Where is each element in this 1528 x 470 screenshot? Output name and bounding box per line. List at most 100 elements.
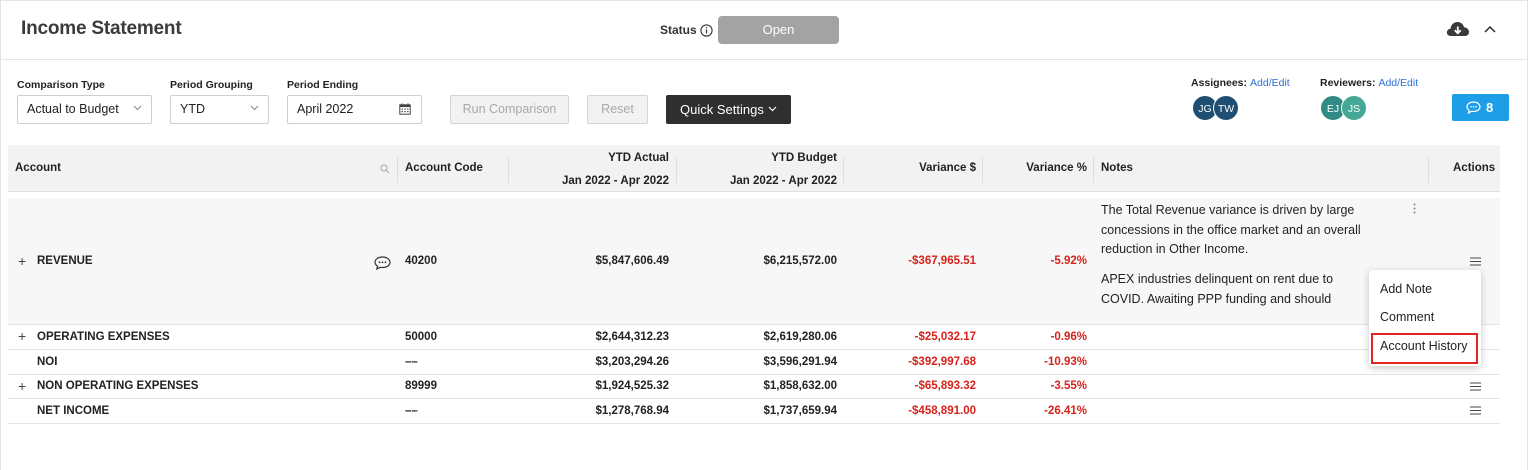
run-comparison-button[interactable]: Run Comparison bbox=[450, 95, 569, 124]
expand-icon[interactable]: + bbox=[18, 328, 27, 344]
variance-dollar-value: -$392,997.68 bbox=[908, 356, 976, 368]
ytd-budget-value: $3,596,291.94 bbox=[763, 356, 837, 368]
variance-dollar-value: -$367,965.51 bbox=[908, 255, 976, 267]
column-divider bbox=[397, 157, 398, 183]
account-name: NET INCOME bbox=[37, 405, 110, 417]
account-code: 50000 bbox=[405, 331, 437, 343]
variance-dollar-value: -$458,891.00 bbox=[908, 405, 976, 417]
comments-button[interactable]: 8 bbox=[1452, 94, 1509, 121]
ytd-actual-value: $3,203,294.26 bbox=[595, 356, 669, 368]
status-badge[interactable]: Open bbox=[718, 16, 839, 44]
ytd-actual-value: $1,924,525.32 bbox=[595, 380, 669, 392]
table-header: Account Account Code YTD Actual Jan 2022… bbox=[8, 145, 1500, 192]
comment-icon[interactable] bbox=[374, 256, 391, 270]
col-actions: Actions bbox=[1453, 162, 1496, 174]
ytd-actual-value: $1,278,768.94 bbox=[595, 405, 669, 417]
account-code: 40200 bbox=[405, 255, 437, 267]
hamburger-menu-icon[interactable] bbox=[1470, 382, 1481, 391]
col-ytd-actual-range: Jan 2022 - Apr 2022 bbox=[562, 175, 669, 187]
col-ytd-budget[interactable]: YTD Budget bbox=[771, 152, 837, 164]
expand-icon[interactable]: + bbox=[18, 253, 27, 269]
account-name: REVENUE bbox=[37, 255, 93, 267]
page-title: Income Statement bbox=[21, 18, 182, 39]
account-code: –– bbox=[405, 405, 418, 417]
quick-settings-label: Quick Settings bbox=[680, 102, 764, 117]
variance-pct-value: -3.55% bbox=[1050, 380, 1087, 392]
reset-button[interactable]: Reset bbox=[587, 95, 648, 124]
expand-icon[interactable]: + bbox=[18, 378, 27, 394]
col-ytd-budget-range: Jan 2022 - Apr 2022 bbox=[730, 175, 837, 187]
hamburger-menu-icon[interactable] bbox=[1470, 406, 1481, 415]
more-vertical-icon[interactable] bbox=[1413, 203, 1416, 214]
period-ending-input[interactable]: April 2022 bbox=[287, 95, 422, 124]
column-divider bbox=[676, 157, 677, 183]
variance-pct-value: -0.96% bbox=[1050, 331, 1087, 343]
column-divider bbox=[1093, 157, 1094, 183]
account-name: NON OPERATING EXPENSES bbox=[37, 380, 199, 392]
column-divider bbox=[843, 157, 844, 183]
table-row[interactable]: NOI –– $3,203,294.26 $3,596,291.94 -$392… bbox=[8, 350, 1500, 375]
table-row[interactable]: + REVENUE 40200 $5,847,606.49 $6,215,572… bbox=[8, 198, 1500, 325]
account-code: 89999 bbox=[405, 380, 437, 392]
ytd-budget-value: $1,737,659.94 bbox=[763, 405, 837, 417]
account-code: –– bbox=[405, 356, 418, 368]
menu-item-account-history[interactable]: Account History bbox=[1380, 339, 1468, 353]
period-grouping-select[interactable]: YTD bbox=[170, 95, 269, 124]
menu-item-comment[interactable]: Comment bbox=[1380, 310, 1435, 324]
col-variance-dollar[interactable]: Variance $ bbox=[919, 162, 976, 174]
menu-item-add-note[interactable]: Add Note bbox=[1380, 282, 1433, 296]
col-account[interactable]: Account bbox=[15, 162, 61, 174]
comparison-type-label: Comparison Type bbox=[17, 79, 105, 91]
assignees-label-text: Assignees: bbox=[1191, 77, 1248, 89]
period-grouping-label: Period Grouping bbox=[170, 79, 253, 91]
info-icon[interactable] bbox=[700, 24, 713, 37]
frame-left-border bbox=[0, 0, 1, 470]
ytd-budget-value: $6,215,572.00 bbox=[763, 255, 837, 267]
account-name: NOI bbox=[37, 356, 58, 368]
search-icon[interactable] bbox=[380, 164, 390, 174]
column-divider bbox=[1428, 157, 1429, 183]
ytd-actual-value: $5,847,606.49 bbox=[595, 255, 669, 267]
table-row[interactable]: + OPERATING EXPENSES 50000 $2,644,312.23… bbox=[8, 325, 1500, 350]
hamburger-menu-icon[interactable] bbox=[1470, 257, 1481, 266]
variance-pct-value: -10.93% bbox=[1044, 356, 1087, 368]
quick-settings-button[interactable]: Quick Settings bbox=[666, 95, 791, 124]
variance-pct-value: -5.92% bbox=[1050, 255, 1087, 267]
calendar-icon[interactable] bbox=[399, 103, 411, 115]
avatar[interactable]: JS bbox=[1341, 95, 1367, 121]
reviewers-add-edit-link[interactable]: Add/Edit bbox=[1378, 77, 1419, 89]
variance-dollar-value: -$25,032.17 bbox=[914, 331, 976, 343]
note-text: The Total Revenue variance is driven by … bbox=[1101, 203, 1361, 256]
variance-pct-value: -26.41% bbox=[1044, 405, 1087, 417]
cloud-download-icon[interactable] bbox=[1445, 18, 1470, 40]
col-ytd-actual[interactable]: YTD Actual bbox=[608, 152, 669, 164]
reviewers-label-text: Reviewers: bbox=[1320, 77, 1376, 89]
chevron-up-icon[interactable] bbox=[1483, 24, 1497, 34]
page-header: Income Statement Status Open bbox=[0, 0, 1528, 60]
assignees-add-edit-link[interactable]: Add/Edit bbox=[1250, 77, 1290, 89]
actions-dropdown-menu: Add Note Comment Account History bbox=[1369, 270, 1481, 366]
period-ending-value: April 2022 bbox=[297, 102, 354, 116]
period-grouping-value: YTD bbox=[180, 102, 205, 116]
comparison-type-select[interactable]: Actual to Budget bbox=[17, 95, 152, 124]
comparison-type-value: Actual to Budget bbox=[27, 102, 119, 116]
status-label: Status bbox=[660, 23, 697, 37]
highlight-box bbox=[1371, 333, 1478, 364]
period-ending-label: Period Ending bbox=[287, 79, 359, 91]
col-variance-pct[interactable]: Variance % bbox=[1026, 162, 1087, 174]
table-row[interactable]: NET INCOME –– $1,278,768.94 $1,737,659.9… bbox=[8, 399, 1500, 424]
chevron-down-icon bbox=[768, 106, 777, 112]
chevron-down-icon bbox=[133, 105, 142, 111]
comments-count: 8 bbox=[1486, 100, 1494, 115]
ytd-budget-value: $2,619,280.06 bbox=[763, 331, 837, 343]
assignees-label: Assignees: Add/Edit bbox=[1191, 77, 1290, 89]
column-divider bbox=[508, 157, 509, 183]
avatar[interactable]: TW bbox=[1213, 95, 1239, 121]
table-row[interactable]: + NON OPERATING EXPENSES 89999 $1,924,52… bbox=[8, 375, 1500, 399]
col-account-code[interactable]: Account Code bbox=[405, 162, 483, 174]
account-name: OPERATING EXPENSES bbox=[37, 331, 170, 343]
chevron-down-icon bbox=[250, 105, 259, 111]
col-notes[interactable]: Notes bbox=[1101, 162, 1133, 174]
reviewers-label: Reviewers: Add/Edit bbox=[1320, 77, 1418, 89]
